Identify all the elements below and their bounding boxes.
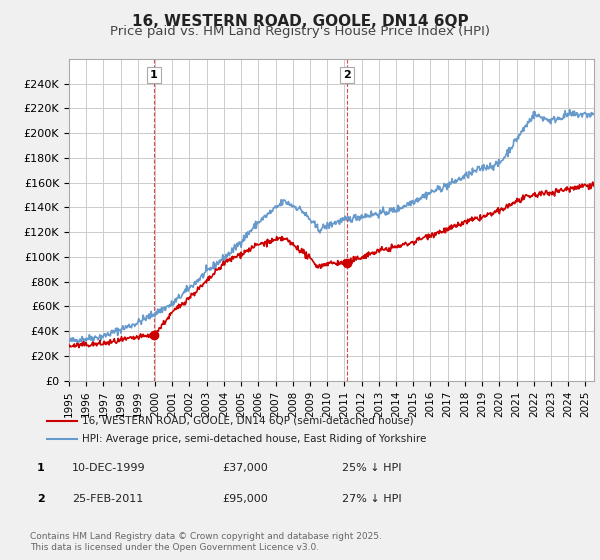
Text: £37,000: £37,000 — [222, 463, 268, 473]
Text: 1: 1 — [150, 70, 158, 80]
Text: 16, WESTERN ROAD, GOOLE, DN14 6QP: 16, WESTERN ROAD, GOOLE, DN14 6QP — [131, 14, 469, 29]
Text: £95,000: £95,000 — [222, 494, 268, 504]
Text: 2: 2 — [37, 494, 44, 504]
Text: Contains HM Land Registry data © Crown copyright and database right 2025.
This d: Contains HM Land Registry data © Crown c… — [30, 532, 382, 552]
Text: 1: 1 — [37, 463, 44, 473]
Text: Price paid vs. HM Land Registry's House Price Index (HPI): Price paid vs. HM Land Registry's House … — [110, 25, 490, 38]
Text: 25% ↓ HPI: 25% ↓ HPI — [342, 463, 401, 473]
Text: 2: 2 — [343, 70, 351, 80]
Text: 10-DEC-1999: 10-DEC-1999 — [72, 463, 146, 473]
Text: 25-FEB-2011: 25-FEB-2011 — [72, 494, 143, 504]
Text: 16, WESTERN ROAD, GOOLE, DN14 6QP (semi-detached house): 16, WESTERN ROAD, GOOLE, DN14 6QP (semi-… — [82, 416, 414, 426]
Text: 27% ↓ HPI: 27% ↓ HPI — [342, 494, 401, 504]
Text: HPI: Average price, semi-detached house, East Riding of Yorkshire: HPI: Average price, semi-detached house,… — [82, 434, 427, 444]
